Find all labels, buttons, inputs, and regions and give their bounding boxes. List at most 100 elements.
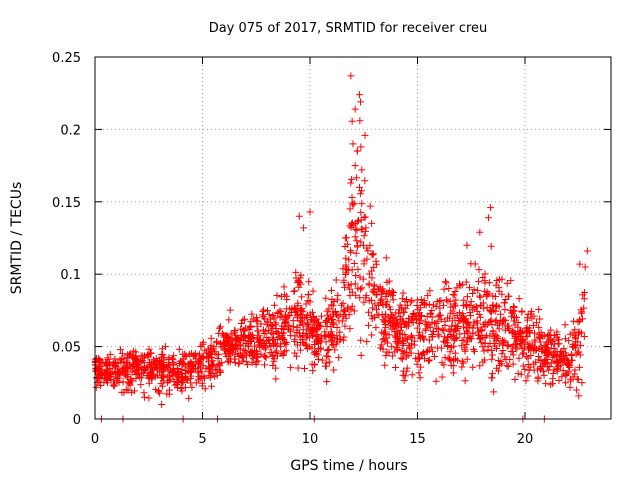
data-point	[520, 349, 528, 357]
data-point	[204, 345, 212, 353]
data-point	[261, 352, 269, 360]
data-point	[394, 322, 402, 330]
data-point	[362, 224, 370, 232]
data-point	[124, 379, 132, 387]
data-point	[145, 379, 153, 387]
data-point	[436, 304, 444, 312]
data-point	[524, 372, 532, 380]
data-point	[513, 313, 521, 321]
data-point	[270, 313, 278, 321]
data-point	[99, 358, 107, 366]
data-point	[565, 337, 573, 345]
data-point	[416, 333, 424, 341]
data-point	[96, 365, 104, 373]
data-point	[414, 306, 422, 314]
data-point	[332, 307, 340, 315]
data-point	[511, 329, 519, 337]
data-point	[285, 321, 293, 329]
data-point	[479, 273, 487, 281]
data-point	[479, 299, 487, 307]
data-point	[278, 335, 286, 343]
data-point	[437, 296, 445, 304]
data-point	[212, 365, 220, 373]
data-point	[408, 332, 416, 340]
data-point	[366, 202, 374, 210]
data-point	[216, 360, 224, 368]
data-point	[562, 349, 570, 357]
data-point	[506, 355, 514, 363]
data-point	[106, 373, 114, 381]
data-point	[377, 296, 385, 304]
data-point	[272, 347, 280, 355]
data-point	[393, 328, 401, 336]
data-point	[297, 271, 305, 279]
data-point	[157, 374, 165, 382]
data-point	[282, 317, 290, 325]
data-point	[185, 360, 193, 368]
data-point	[334, 291, 342, 299]
data-point	[368, 267, 376, 275]
data-point	[335, 317, 343, 325]
data-point	[332, 276, 340, 284]
data-point	[430, 327, 438, 335]
data-point	[313, 315, 321, 323]
data-point	[336, 328, 344, 336]
data-point	[476, 292, 484, 300]
data-point	[360, 298, 368, 306]
data-point	[512, 332, 520, 340]
data-point	[322, 294, 330, 302]
data-point	[267, 342, 275, 350]
data-point	[307, 327, 315, 335]
data-point	[311, 360, 319, 368]
data-point	[275, 333, 283, 341]
data-point	[293, 352, 301, 360]
y-tick-label: 0.25	[52, 51, 81, 66]
x-tick-label: 10	[302, 432, 319, 447]
data-point	[350, 307, 358, 315]
data-point	[573, 386, 581, 394]
data-point	[354, 265, 362, 273]
data-point	[195, 373, 203, 381]
data-point	[547, 335, 555, 343]
data-point	[325, 346, 333, 354]
data-point	[545, 331, 553, 339]
data-point	[226, 306, 234, 314]
data-point	[178, 387, 186, 395]
data-point	[499, 336, 507, 344]
data-point	[164, 366, 172, 374]
data-point	[477, 335, 485, 343]
data-point	[450, 300, 458, 308]
data-point	[226, 341, 234, 349]
data-point	[396, 301, 404, 309]
data-point	[368, 331, 376, 339]
data-point	[130, 359, 138, 367]
data-point	[468, 335, 476, 343]
data-point	[347, 223, 355, 231]
data-point	[263, 334, 271, 342]
data-point	[550, 366, 558, 374]
data-point	[126, 361, 134, 369]
data-point	[357, 98, 365, 106]
data-point	[569, 329, 577, 337]
data-point	[259, 337, 267, 345]
data-point	[382, 312, 390, 320]
data-point	[462, 324, 470, 332]
data-point	[244, 337, 252, 345]
data-point	[287, 364, 295, 372]
data-point	[488, 374, 496, 382]
data-point	[361, 177, 369, 185]
data-point	[322, 317, 330, 325]
data-point	[515, 354, 523, 362]
data-point	[494, 321, 502, 329]
data-point	[408, 371, 416, 379]
data-point	[262, 354, 270, 362]
data-point	[446, 348, 454, 356]
data-point	[351, 105, 359, 113]
data-point	[352, 249, 360, 257]
data-point	[497, 310, 505, 318]
data-point	[356, 294, 364, 302]
data-point	[213, 371, 221, 379]
data-point	[479, 358, 487, 366]
data-point	[325, 332, 333, 340]
data-point	[349, 140, 357, 148]
